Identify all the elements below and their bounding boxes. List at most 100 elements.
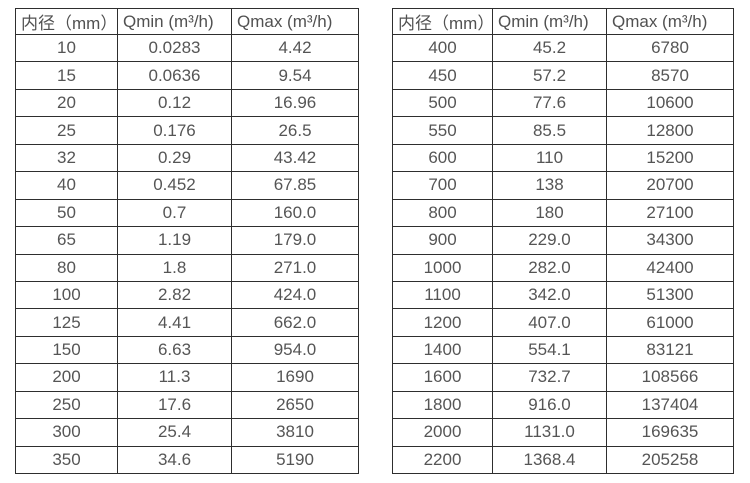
table-cell-col2: 4.42 <box>231 33 359 63</box>
table-cell-col0: 125 <box>15 308 118 337</box>
table-cell-col1: 138 <box>492 171 607 200</box>
table-cell-col2: 271.0 <box>231 253 359 282</box>
table-cell-col2: 662.0 <box>231 308 359 337</box>
table-row: 25 0.176 26.5 <box>15 116 359 145</box>
table-row: 200 11.3 1690 <box>15 363 359 392</box>
table-cell-col0: 15 <box>15 61 118 90</box>
table-row: 50 0.7 160.0 <box>15 198 359 228</box>
table-cell-col1: 2.82 <box>117 280 232 310</box>
table-cell-col1: 0.0283 <box>117 33 232 63</box>
table-cell-col0: 250 <box>15 390 118 420</box>
table-row: 1100 342.0 51300 <box>392 280 734 310</box>
table-cell-col0: 25 <box>15 116 118 145</box>
table-cell-col1: 0.7 <box>117 198 232 228</box>
table-cell-col2: 3810 <box>231 418 359 447</box>
table-cell-col0: 500 <box>392 88 493 118</box>
column-header-1: Qmin (m³/h) <box>117 8 232 35</box>
table-row: 450 57.2 8570 <box>392 61 734 90</box>
table-cell-col2: 15200 <box>606 143 734 173</box>
table-cell-col2: 27100 <box>606 198 734 228</box>
table-row: 1600 732.7 108566 <box>392 363 734 392</box>
column-header-1: Qmin (m³/h) <box>492 8 607 35</box>
table-row: 2200 1368.4 205258 <box>392 445 734 475</box>
table-row: 40 0.452 67.85 <box>15 171 359 200</box>
table-cell-col1: 916.0 <box>492 390 607 420</box>
table-row: 65 1.19 179.0 <box>15 226 359 255</box>
table-cell-col0: 2000 <box>392 418 493 447</box>
table-row: 2000 1131.0 169635 <box>392 418 734 447</box>
table-cell-col2: 61000 <box>606 308 734 337</box>
table-cell-col0: 1200 <box>392 308 493 337</box>
table-row: 550 85.5 12800 <box>392 116 734 145</box>
table-row: 1000 282.0 42400 <box>392 253 734 282</box>
table-row: 500 77.6 10600 <box>392 88 734 118</box>
table-cell-col2: 9.54 <box>231 61 359 90</box>
table-cell-col1: 1.8 <box>117 253 232 282</box>
table-cell-col0: 100 <box>15 280 118 310</box>
table-cell-col1: 0.0636 <box>117 61 232 90</box>
table-row: 300 25.4 3810 <box>15 418 359 447</box>
table-row: 100 2.82 424.0 <box>15 280 359 310</box>
table-cell-col1: 11.3 <box>117 363 232 392</box>
table-cell-col0: 300 <box>15 418 118 447</box>
table-cell-col1: 229.0 <box>492 226 607 255</box>
table-cell-col1: 6.63 <box>117 335 232 365</box>
table-cell-col2: 8570 <box>606 61 734 90</box>
table-cell-col1: 180 <box>492 198 607 228</box>
table-cell-col2: 43.42 <box>231 143 359 173</box>
flow-range-table-small-diameters: 内径（mm） Qmin (m³/h) Qmax (m³/h) 10 0.0283 4.42… <box>15 8 359 475</box>
table-row: 150 6.63 954.0 <box>15 335 359 365</box>
table-cell-col2: 137404 <box>606 390 734 420</box>
header-row: 内径（mm） Qmin (m³/h) Qmax (m³/h) <box>392 8 734 35</box>
table-cell-col0: 20 <box>15 88 118 118</box>
table-cell-col2: 5190 <box>231 445 359 475</box>
table-row: 800 180 27100 <box>392 198 734 228</box>
table-cell-col2: 424.0 <box>231 280 359 310</box>
table-cell-col1: 407.0 <box>492 308 607 337</box>
table-cell-col0: 700 <box>392 171 493 200</box>
table-cell-col0: 50 <box>15 198 118 228</box>
table-cell-col0: 200 <box>15 363 118 392</box>
table-cell-col2: 954.0 <box>231 335 359 365</box>
column-header-0: 内径（mm） <box>15 8 118 35</box>
table-cell-col1: 17.6 <box>117 390 232 420</box>
table-row: 20 0.12 16.96 <box>15 88 359 118</box>
table-row: 350 34.6 5190 <box>15 445 359 475</box>
table-row: 80 1.8 271.0 <box>15 253 359 282</box>
table-row: 600 110 15200 <box>392 143 734 173</box>
table-row: 400 45.2 6780 <box>392 33 734 63</box>
table-cell-col1: 0.452 <box>117 171 232 200</box>
table-cell-col0: 600 <box>392 143 493 173</box>
table-row: 1800 916.0 137404 <box>392 390 734 420</box>
table-cell-col0: 1600 <box>392 363 493 392</box>
table-cell-col0: 1800 <box>392 390 493 420</box>
table-cell-col2: 34300 <box>606 226 734 255</box>
table-cell-col1: 77.6 <box>492 88 607 118</box>
table-cell-col0: 900 <box>392 226 493 255</box>
table-cell-col1: 110 <box>492 143 607 173</box>
table-row: 250 17.6 2650 <box>15 390 359 420</box>
column-header-2: Qmax (m³/h) <box>606 8 734 35</box>
table-cell-col1: 85.5 <box>492 116 607 145</box>
table-cell-col2: 83121 <box>606 335 734 365</box>
table-cell-col2: 20700 <box>606 171 734 200</box>
table-cell-col0: 1400 <box>392 335 493 365</box>
table-row: 15 0.0636 9.54 <box>15 61 359 90</box>
table-cell-col1: 342.0 <box>492 280 607 310</box>
table-cell-col1: 554.1 <box>492 335 607 365</box>
table-cell-col0: 10 <box>15 33 118 63</box>
table-cell-col0: 1000 <box>392 253 493 282</box>
table-cell-col2: 205258 <box>606 445 734 475</box>
header-row: 内径（mm） Qmin (m³/h) Qmax (m³/h) <box>15 8 359 35</box>
table-cell-col0: 40 <box>15 171 118 200</box>
table-cell-col0: 350 <box>15 445 118 475</box>
table-cell-col1: 1.19 <box>117 226 232 255</box>
table-cell-col0: 450 <box>392 61 493 90</box>
table-cell-col2: 16.96 <box>231 88 359 118</box>
table-cell-col1: 1131.0 <box>492 418 607 447</box>
table-row: 10 0.0283 4.42 <box>15 33 359 63</box>
table-cell-col0: 65 <box>15 226 118 255</box>
table-cell-col1: 0.29 <box>117 143 232 173</box>
table-cell-col0: 32 <box>15 143 118 173</box>
